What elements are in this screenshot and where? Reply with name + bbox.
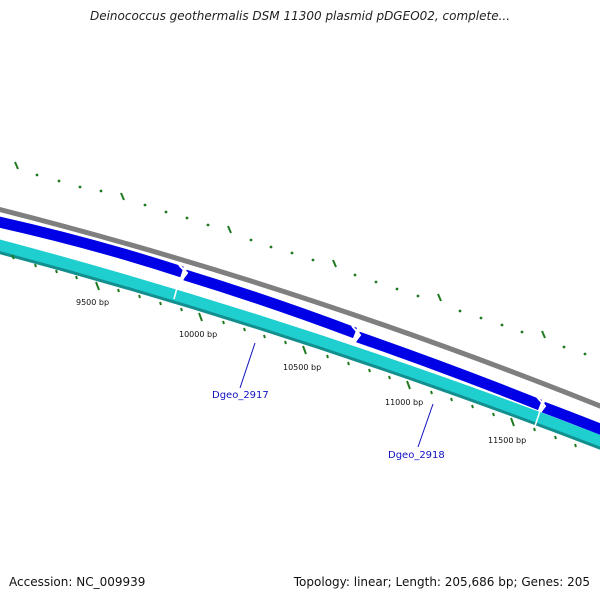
arrow-notch xyxy=(536,396,547,415)
scale-label-10000: 10000 bp xyxy=(179,330,217,339)
outer-tick xyxy=(14,161,19,170)
outer-dot xyxy=(479,316,483,320)
inner-tick xyxy=(117,288,120,293)
outer-dot xyxy=(185,216,189,220)
forward-strand-gene-1[interactable] xyxy=(0,216,184,278)
outer-dot xyxy=(99,189,103,193)
strand-divider xyxy=(534,410,541,427)
inner-tick xyxy=(574,443,577,448)
inner-tick xyxy=(55,269,58,274)
outer-dot xyxy=(374,280,378,284)
outer-dot xyxy=(562,345,566,349)
inner-tick xyxy=(198,312,203,322)
gene-leader-dgeo2917 xyxy=(239,342,256,389)
gene-leader-dgeo2918 xyxy=(417,403,434,448)
inner-scale-ticks xyxy=(11,254,577,448)
inner-tick xyxy=(471,404,474,409)
reverse-strand-edge xyxy=(0,251,600,450)
outer-tick xyxy=(541,330,546,339)
inner-tick xyxy=(159,301,162,306)
scale-label-10500: 10500 bp xyxy=(283,363,321,372)
inner-tick xyxy=(450,397,453,402)
strand-divider xyxy=(173,283,179,300)
inner-tick xyxy=(180,307,183,312)
outer-dot xyxy=(206,223,210,227)
outer-dot xyxy=(416,294,420,298)
outer-dot xyxy=(143,203,147,207)
inner-tick xyxy=(138,294,141,299)
outer-dot xyxy=(78,185,82,189)
inner-tick xyxy=(510,417,515,427)
outer-tick xyxy=(227,225,232,234)
inner-tick xyxy=(368,368,371,373)
inner-tick xyxy=(326,354,329,359)
backbone-line xyxy=(0,206,600,409)
gene-label-dgeo2917[interactable]: Dgeo_2917 xyxy=(212,390,269,401)
outer-dot xyxy=(57,179,61,183)
inner-tick xyxy=(284,340,287,345)
outer-dot xyxy=(311,258,315,262)
outer-dot xyxy=(290,251,294,255)
outer-dot xyxy=(500,323,504,327)
scale-label-9500: 9500 bp xyxy=(76,298,109,307)
inner-tick xyxy=(75,275,78,280)
inner-tick xyxy=(95,281,100,291)
inner-tick xyxy=(554,435,557,440)
inner-tick xyxy=(302,345,307,355)
reverse-strand-band xyxy=(0,239,600,448)
map-title: Deinococcus geothermalis DSM 11300 plasm… xyxy=(89,9,511,23)
inner-tick xyxy=(347,361,350,366)
inner-tick xyxy=(430,390,433,395)
summary-text: Topology: linear; Length: 205,686 bp; Ge… xyxy=(293,575,590,589)
inner-tick xyxy=(492,412,495,417)
outer-dot xyxy=(35,173,39,177)
outer-dot xyxy=(269,245,273,249)
outer-tick xyxy=(332,259,337,268)
inner-tick xyxy=(243,327,246,332)
inner-tick xyxy=(222,320,225,325)
forward-strand-gene-dgeo2918[interactable] xyxy=(356,331,543,411)
outer-dot xyxy=(520,330,524,334)
inner-tick xyxy=(406,380,411,390)
outer-dot xyxy=(458,309,462,313)
inner-tick xyxy=(11,254,15,260)
arrow-notch xyxy=(178,264,189,282)
outer-scale-ticks xyxy=(14,161,587,356)
forward-strand-gene-next[interactable] xyxy=(541,401,600,435)
inner-tick xyxy=(533,427,536,432)
outer-dot xyxy=(249,238,253,242)
scale-label-11500: 11500 bp xyxy=(488,436,526,445)
outer-dot xyxy=(164,210,168,214)
outer-dot xyxy=(395,287,399,291)
inner-tick xyxy=(388,375,391,380)
scale-label-11000: 11000 bp xyxy=(385,398,423,407)
outer-dot xyxy=(353,273,357,277)
inner-tick xyxy=(263,334,266,339)
outer-dot xyxy=(583,352,587,356)
outer-tick xyxy=(120,192,125,201)
accession-text: Accession: NC_009939 xyxy=(9,575,146,589)
inner-tick xyxy=(34,263,37,268)
arrow-notch xyxy=(351,325,362,344)
gene-label-dgeo2918[interactable]: Dgeo_2918 xyxy=(388,450,445,461)
outer-tick xyxy=(437,293,442,302)
forward-strand-gene-dgeo2917[interactable] xyxy=(183,269,357,339)
